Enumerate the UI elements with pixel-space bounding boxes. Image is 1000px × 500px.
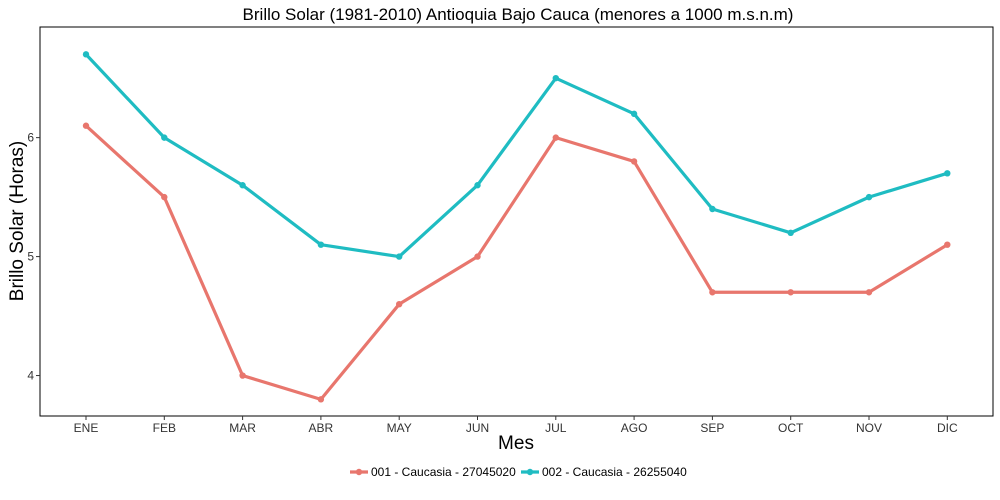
x-tick-label: DIC <box>937 421 958 435</box>
data-point <box>317 396 325 403</box>
series-line <box>84 52 949 259</box>
series-layer <box>82 51 951 403</box>
data-point <box>552 134 559 141</box>
x-axis: ENE FEB MAR ABR MAY JUN JUL AGO SEP OCT NOV DIC <box>74 416 958 435</box>
series-line <box>84 124 949 401</box>
x-axis-title: Mes <box>498 433 534 454</box>
data-point <box>865 193 873 201</box>
y-tick-label: 6 <box>27 131 34 145</box>
data-point <box>944 170 951 177</box>
legend: 001 - Caucasia - 27045020 002 - Caucasia … <box>350 465 687 479</box>
data-point <box>630 158 638 165</box>
data-point <box>474 182 481 189</box>
x-tick-label: AGO <box>621 421 648 435</box>
data-point <box>239 182 246 189</box>
legend-label: 002 - Caucasia - 26255040 <box>542 465 687 479</box>
y-axis-title: Brillo Solar (Horas) <box>7 141 28 301</box>
x-tick-label: MAY <box>387 421 412 435</box>
data-point <box>82 51 90 58</box>
data-point <box>709 205 716 213</box>
y-tick-label: 5 <box>27 250 34 264</box>
data-point <box>787 229 794 237</box>
data-point <box>396 253 403 260</box>
x-tick-label: SEP <box>700 421 724 435</box>
data-point <box>82 122 90 129</box>
data-point <box>396 300 403 308</box>
x-tick-label: FEB <box>153 421 176 435</box>
legend-item-1: 001 - Caucasia - 27045020 <box>350 465 516 479</box>
y-tick-label: 4 <box>27 369 34 383</box>
x-tick-label: ENE <box>74 421 99 435</box>
series-2 <box>82 51 951 260</box>
data-point <box>787 289 794 296</box>
x-tick-label: OCT <box>778 421 804 435</box>
data-point <box>865 289 873 296</box>
y-axis: 4 5 6 <box>27 131 40 383</box>
chart-title: Brillo Solar (1981-2010) Antioquia Bajo … <box>243 5 794 24</box>
data-point <box>552 74 559 82</box>
legend-label: 001 - Caucasia - 27045020 <box>371 465 516 479</box>
plot-panel <box>39 26 994 417</box>
x-tick-label: MAR <box>229 421 256 435</box>
data-point <box>709 289 716 296</box>
legend-point <box>355 468 363 476</box>
data-point <box>161 193 168 201</box>
x-tick-label: JUN <box>466 421 489 435</box>
data-point <box>239 372 246 379</box>
data-point <box>317 241 325 248</box>
data-point <box>944 241 951 248</box>
x-tick-label: JUL <box>545 421 567 435</box>
legend-point <box>526 468 534 476</box>
data-point <box>161 134 168 141</box>
series-1 <box>82 122 951 403</box>
x-tick-label: NOV <box>856 421 882 435</box>
legend-item-2: 002 - Caucasia - 26255040 <box>521 465 687 479</box>
x-tick-label: ABR <box>309 421 334 435</box>
data-point <box>474 253 481 260</box>
data-point <box>630 110 638 118</box>
